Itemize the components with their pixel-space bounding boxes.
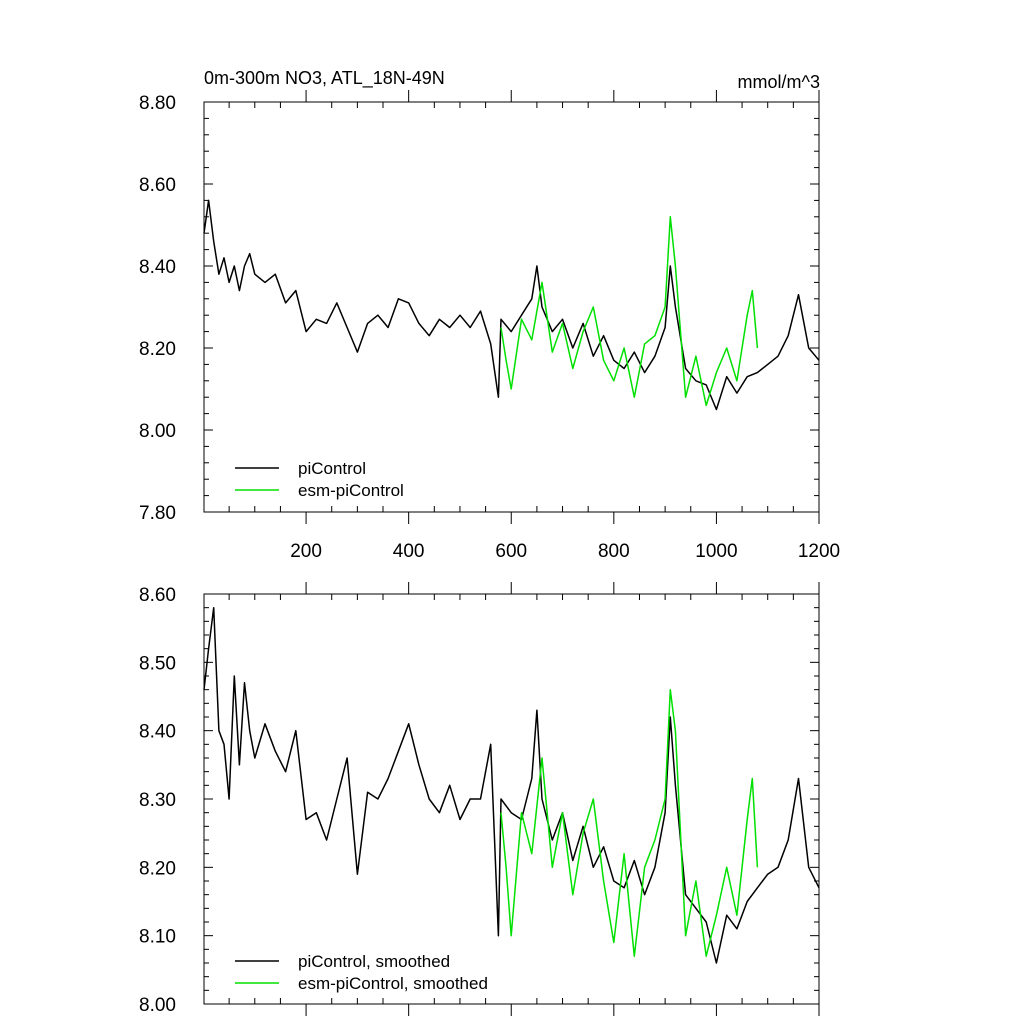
y-tick-label: 8.50 xyxy=(139,653,176,674)
bottom-panel-frame xyxy=(203,593,820,1005)
top-panel-series xyxy=(203,199,820,411)
series-line-esm-picontrol xyxy=(500,216,759,407)
y-tick-label: 8.20 xyxy=(139,858,176,879)
legend-label-picontrol-smoothed: piControl, smoothed xyxy=(298,952,450,971)
series-line-picontrol-smoothed xyxy=(203,606,820,964)
bottom-panel: 8.00 8.10 8.20 8.30 8.40 8.50 8.60 piControl, … xyxy=(139,582,820,1016)
x-tick-label: 1200 xyxy=(798,541,840,562)
bottom-panel-legend: piControl, smoothed esm-piControl, smoot… xyxy=(235,952,488,993)
y-tick-label: 7.80 xyxy=(139,503,176,524)
y-tick-label: 8.40 xyxy=(139,722,176,743)
top-panel-legend: piControl esm-piControl xyxy=(235,459,404,500)
x-tick-label: 800 xyxy=(598,541,630,562)
y-tick-label: 8.20 xyxy=(139,339,176,360)
x-tick-label: 1000 xyxy=(695,541,737,562)
top-panel-frame xyxy=(203,101,820,513)
y-tick-label: 8.60 xyxy=(139,175,176,196)
x-tick-label: 600 xyxy=(495,541,527,562)
y-tick-label: 8.80 xyxy=(139,93,176,114)
y-tick-label: 8.00 xyxy=(139,421,176,442)
top-panel-title: 0m-300m NO3, ATL_18N-49N xyxy=(204,68,445,89)
y-tick-label: 8.10 xyxy=(139,927,176,948)
legend-label-esm-picontrol-smoothed: esm-piControl, smoothed xyxy=(298,974,488,993)
bottom-panel-y-tick-labels: 8.00 8.10 8.20 8.30 8.40 8.50 8.60 xyxy=(139,585,176,1016)
series-line-picontrol xyxy=(203,199,820,411)
top-panel-y-tick-labels: 7.80 8.00 8.20 8.40 8.60 8.80 xyxy=(139,93,176,524)
top-panel-ticks xyxy=(204,90,820,524)
y-tick-label: 8.00 xyxy=(139,995,176,1016)
top-panel-x-tick-labels: 200 400 600 800 1000 1200 xyxy=(290,541,840,562)
top-panel-units: mmol/m^3 xyxy=(738,72,820,92)
y-tick-label: 8.60 xyxy=(139,585,176,606)
x-tick-label: 200 xyxy=(290,541,322,562)
bottom-panel-series xyxy=(203,606,820,964)
x-tick-label: 400 xyxy=(393,541,425,562)
y-tick-label: 8.40 xyxy=(139,257,176,278)
legend-label-esm-picontrol: esm-piControl xyxy=(298,481,404,500)
bottom-panel-ticks xyxy=(204,582,820,1016)
series-line-esm-picontrol-smoothed xyxy=(500,688,759,957)
legend-label-picontrol: piControl xyxy=(298,459,366,478)
y-tick-label: 8.30 xyxy=(139,790,176,811)
top-panel: 0m-300m NO3, ATL_18N-49N mmol/m^3 7.80 8.… xyxy=(139,68,840,562)
